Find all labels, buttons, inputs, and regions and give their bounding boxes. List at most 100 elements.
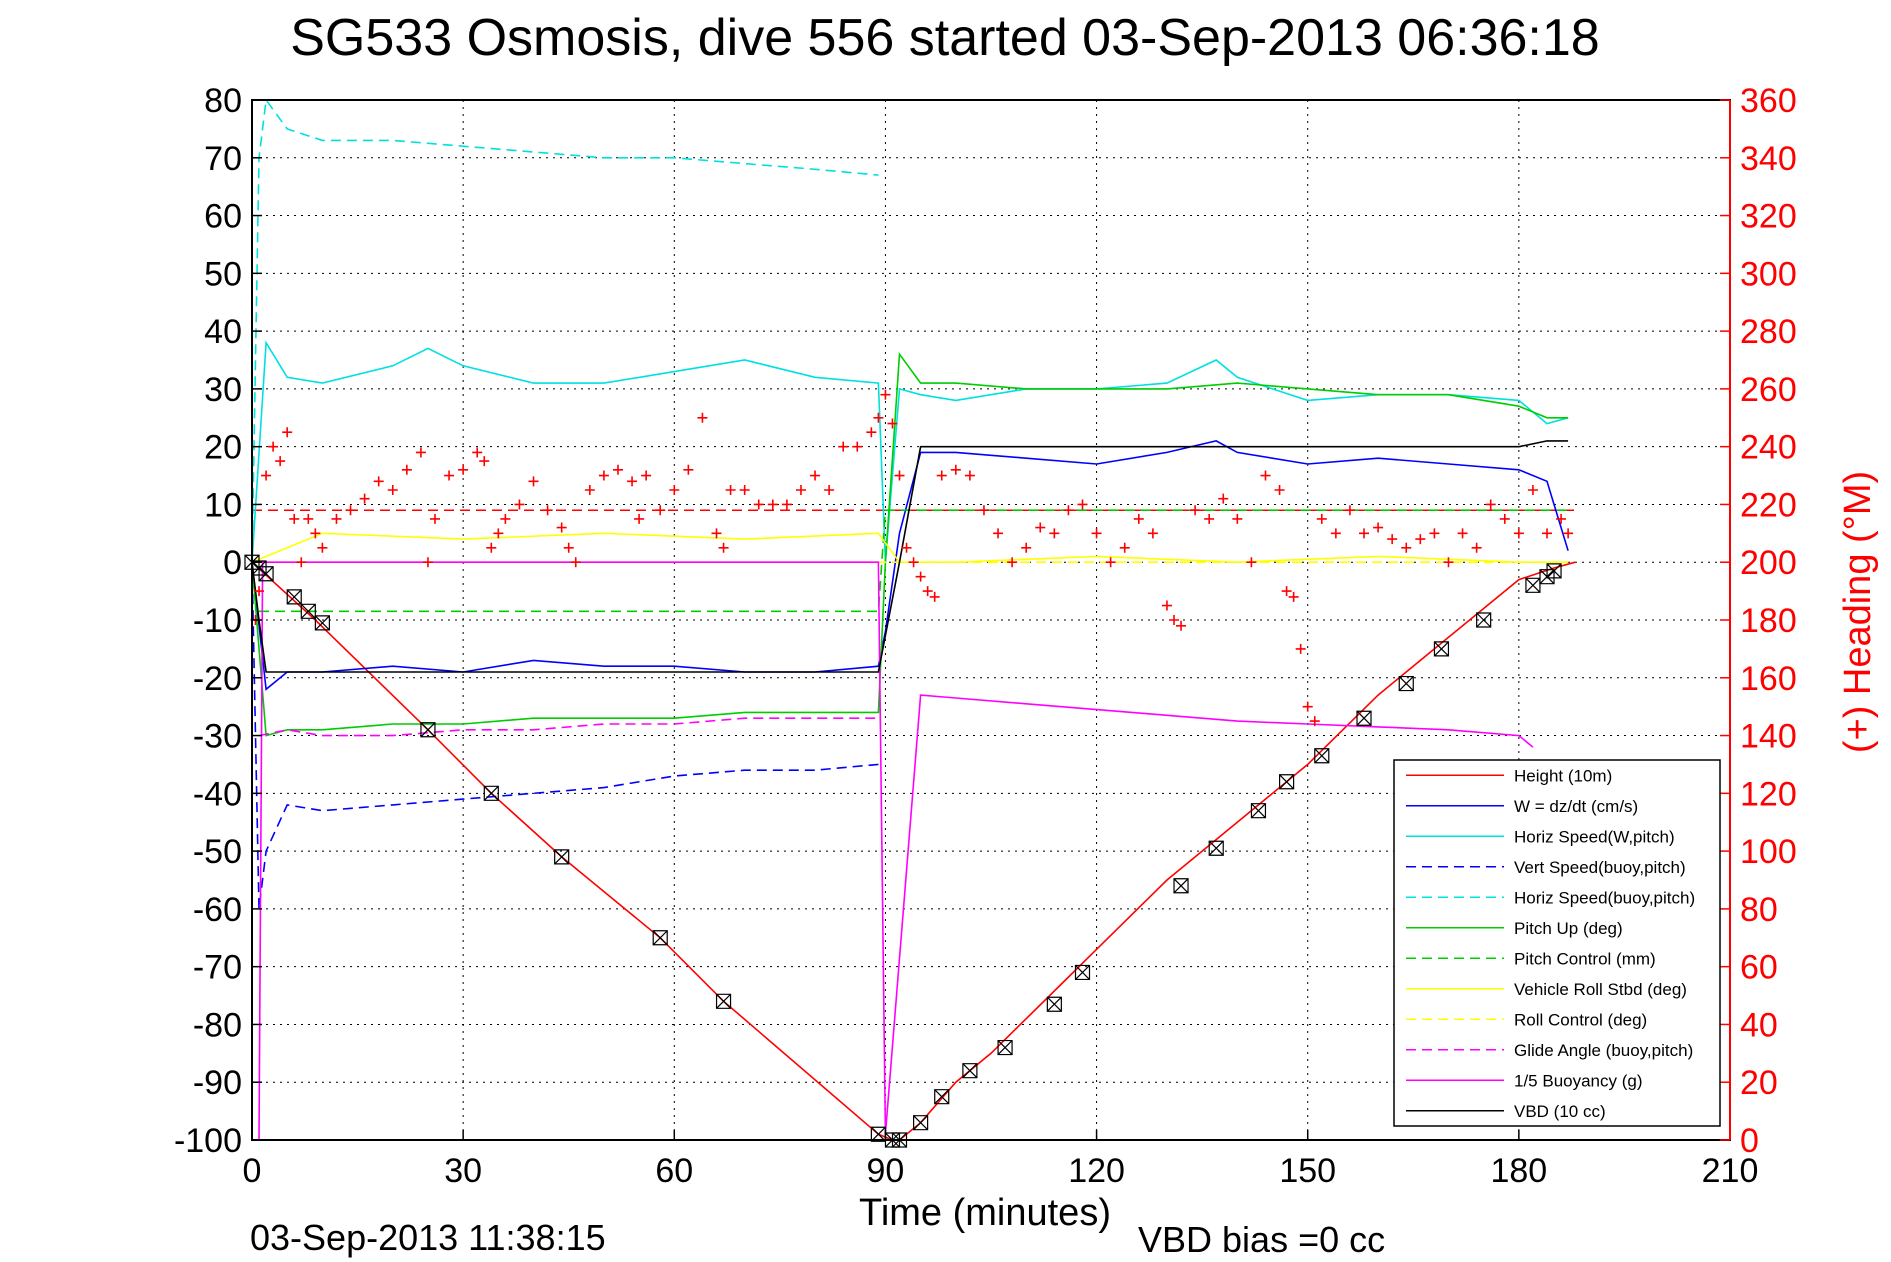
- y-right-tick-label: 360: [1740, 82, 1797, 120]
- heading-point: [1316, 513, 1327, 524]
- y-right-tick-label: 260: [1740, 371, 1797, 409]
- legend-label: Horiz Speed(W,pitch): [1514, 827, 1675, 846]
- heading-point: [1119, 542, 1130, 553]
- heading-point: [1373, 522, 1384, 533]
- height-marker: [554, 849, 570, 865]
- heading-point: [627, 476, 638, 487]
- heading-point: [401, 464, 412, 475]
- heading-point: [415, 447, 426, 458]
- heading-point: [1471, 542, 1482, 553]
- heading-point: [781, 499, 792, 510]
- heading-point: [598, 470, 609, 481]
- heading-point: [1556, 513, 1567, 524]
- heading-point: [472, 447, 483, 458]
- heading-point: [1359, 528, 1370, 539]
- heading-point: [1161, 600, 1172, 611]
- y-left-tick-label: 60: [204, 198, 242, 236]
- heading-point: [1190, 505, 1201, 516]
- y-axis-right-label: (+) Heading (°M): [1837, 471, 1879, 753]
- legend-label: Height (10m): [1514, 766, 1612, 785]
- height-marker: [420, 722, 436, 738]
- heading-point: [289, 513, 300, 524]
- x-tick-label: 150: [1279, 1152, 1336, 1190]
- heading-point: [612, 464, 623, 475]
- heading-point: [1077, 499, 1088, 510]
- heading-point: [310, 528, 321, 539]
- heading-point: [634, 513, 645, 524]
- heading-point: [1288, 591, 1299, 602]
- heading-point: [1295, 643, 1306, 654]
- heading-point: [1387, 534, 1398, 545]
- y-right-tick-label: 100: [1740, 833, 1797, 871]
- heading-point: [866, 427, 877, 438]
- heading-point: [1542, 528, 1553, 539]
- heading-point: [901, 542, 912, 553]
- heading-point: [655, 505, 666, 516]
- height-marker: [314, 615, 330, 631]
- heading-point: [1035, 522, 1046, 533]
- series-line: [251, 351, 1569, 737]
- heading-point: [514, 499, 525, 510]
- y-left-tick-label: 0: [223, 544, 242, 582]
- heading-point: [1485, 499, 1496, 510]
- x-tick-label: 0: [243, 1152, 262, 1190]
- heading-point: [1091, 528, 1102, 539]
- heading-point: [1260, 470, 1271, 481]
- heading-point: [1274, 485, 1285, 495]
- series-line: [251, 562, 879, 909]
- height-marker: [1208, 840, 1224, 856]
- x-tick-label: 60: [655, 1152, 693, 1190]
- y-right-tick-label: 180: [1740, 602, 1797, 640]
- heading-point: [1021, 542, 1032, 553]
- legend-label: Vert Speed(buoy,pitch): [1514, 858, 1686, 877]
- height-marker: [715, 993, 732, 1009]
- heading-point: [1281, 586, 1292, 597]
- chart-title: SG533 Osmosis, dive 556 started 03-Sep-2…: [290, 9, 1599, 67]
- y-left-tick-label: -60: [193, 891, 242, 929]
- y-right-tick-label: 240: [1740, 429, 1797, 467]
- y-right-tick-label: 20: [1740, 1064, 1778, 1102]
- heading-point: [303, 513, 314, 524]
- height-marker: [1074, 964, 1091, 981]
- heading-point: [950, 464, 961, 475]
- heading-point: [1457, 528, 1468, 539]
- heading-point: [1415, 534, 1426, 545]
- series-line: [251, 440, 1569, 673]
- height-marker: [1250, 803, 1267, 819]
- series-line: [251, 340, 1569, 563]
- heading-point: [641, 470, 652, 481]
- heading-point: [929, 591, 940, 602]
- heading-point: [824, 485, 835, 495]
- height-marker: [1546, 563, 1562, 579]
- y-right-tick-label: 340: [1740, 140, 1797, 178]
- y-left-tick-label: -70: [193, 949, 242, 987]
- heading-point: [887, 418, 898, 429]
- height-marker: [1356, 710, 1372, 726]
- heading-point: [1527, 485, 1538, 495]
- y-left-tick-label: -90: [193, 1064, 242, 1102]
- legend-label: Roll Control (deg): [1514, 1010, 1647, 1029]
- y-left-tick-label: -30: [193, 718, 242, 756]
- heading-point: [1309, 716, 1320, 727]
- heading-point: [275, 456, 286, 467]
- heading-point: [978, 505, 989, 516]
- legend-box: [1393, 759, 1721, 1127]
- heading-point: [570, 557, 581, 568]
- heading-point: [1302, 701, 1313, 712]
- heading-series: [250, 389, 1574, 727]
- y-right-tick-label: 200: [1740, 544, 1797, 582]
- heading-point: [563, 542, 574, 553]
- height-marker: [1433, 641, 1450, 657]
- heading-point: [422, 557, 433, 568]
- heading-point: [669, 485, 680, 495]
- heading-point: [1218, 493, 1229, 504]
- height-marker: [962, 1063, 978, 1079]
- heading-point: [936, 470, 947, 481]
- series-line: [251, 440, 1569, 691]
- heading-point: [1246, 557, 1257, 568]
- y-left-tick-label: -80: [193, 1006, 242, 1044]
- height-marker: [483, 785, 499, 801]
- heading-point: [387, 485, 398, 495]
- heading-point: [1330, 528, 1341, 539]
